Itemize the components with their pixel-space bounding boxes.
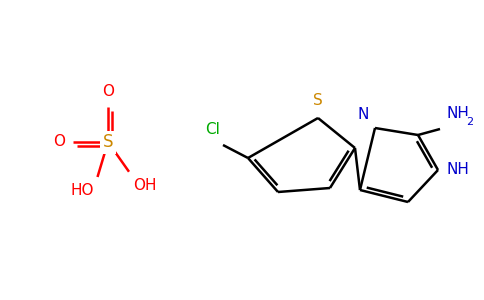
Text: N: N [358, 107, 369, 122]
Text: S: S [313, 93, 323, 108]
Text: Cl: Cl [206, 122, 220, 137]
Text: OH: OH [133, 178, 156, 193]
Text: NH: NH [446, 163, 469, 178]
Text: O: O [102, 84, 114, 99]
Text: O: O [53, 134, 65, 149]
Text: 2: 2 [466, 117, 473, 127]
Text: NH: NH [446, 106, 469, 121]
Text: HO: HO [70, 183, 93, 198]
Text: S: S [103, 133, 113, 151]
